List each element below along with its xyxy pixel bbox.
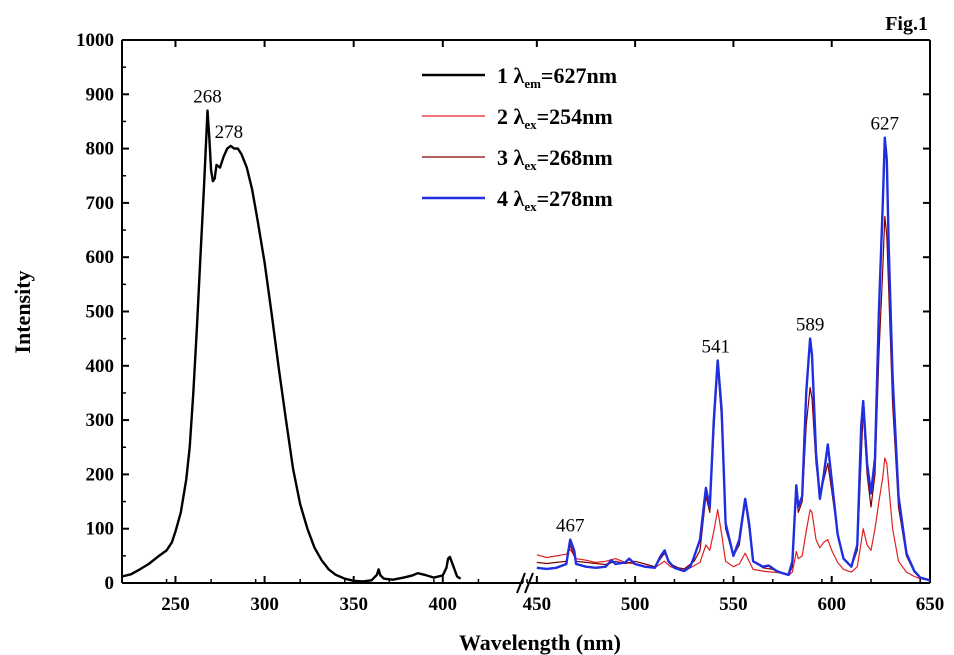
series-line-4 xyxy=(536,136,931,582)
x-tick-label: 450 xyxy=(523,594,552,615)
x-tick-label: 350 xyxy=(339,594,368,615)
series-line-1 xyxy=(121,109,462,583)
peak-label: 589 xyxy=(796,315,825,336)
x-tick-label: 250 xyxy=(161,594,190,615)
legend-rest: =268nm xyxy=(537,145,613,170)
x-tick-label: 300 xyxy=(250,594,279,615)
y-tick-label: 600 xyxy=(86,247,115,268)
y-tick-label: 400 xyxy=(86,356,115,377)
peak-label: 541 xyxy=(701,336,730,357)
y-tick-label: 700 xyxy=(86,193,115,214)
axis-break-mark xyxy=(516,572,526,594)
legend-num: 4 xyxy=(497,186,514,211)
y-tick-label: 100 xyxy=(86,519,115,540)
peak-label: 278 xyxy=(215,122,244,143)
x-axis-title: Wavelength (nm) xyxy=(459,630,621,655)
legend-rest: =278nm xyxy=(537,186,613,211)
peak-label: 467 xyxy=(556,516,585,537)
x-tick-label: 650 xyxy=(916,594,945,615)
legend-sub: ex xyxy=(524,199,537,214)
series-line-2 xyxy=(536,457,931,581)
legend-entry: 2 λex=254nm xyxy=(497,104,613,132)
peak-label: 627 xyxy=(871,114,900,135)
legend-sub: em xyxy=(524,76,541,91)
y-tick-label: 0 xyxy=(105,573,115,594)
y-tick-label: 1000 xyxy=(76,30,114,51)
axis-break-mark xyxy=(524,572,534,594)
y-tick-label: 300 xyxy=(86,410,115,431)
y-tick-label: 900 xyxy=(86,84,115,105)
legend-num: 2 xyxy=(497,104,514,129)
x-tick-label: 600 xyxy=(817,594,846,615)
legend-rest: =627nm xyxy=(541,63,617,88)
legend-entry: 1 λem=627nm xyxy=(497,63,617,91)
legend-entry: 3 λex=268nm xyxy=(497,145,613,173)
legend-sym: λ xyxy=(514,145,525,170)
series-line-3 xyxy=(536,215,931,581)
legend-sym: λ xyxy=(514,104,525,129)
legend-entry: 4 λex=278nm xyxy=(497,186,613,214)
y-axis-title: Intensity xyxy=(10,270,35,353)
legend-num: 3 xyxy=(497,145,514,170)
legend-rest: =254nm xyxy=(537,104,613,129)
legend-sub: ex xyxy=(524,117,537,132)
x-tick-label: 500 xyxy=(621,594,650,615)
x-tick-label: 400 xyxy=(429,594,458,615)
y-tick-label: 200 xyxy=(86,464,115,485)
y-tick-label: 800 xyxy=(86,139,115,160)
legend-num: 1 xyxy=(497,63,514,88)
legend-sym: λ xyxy=(514,186,525,211)
legend-sub: ex xyxy=(524,158,537,173)
y-tick-label: 500 xyxy=(86,302,115,323)
legend-sym: λ xyxy=(514,63,525,88)
figure-label: Fig.1 xyxy=(885,13,928,35)
peak-label: 268 xyxy=(193,87,222,108)
x-tick-label: 550 xyxy=(719,594,748,615)
